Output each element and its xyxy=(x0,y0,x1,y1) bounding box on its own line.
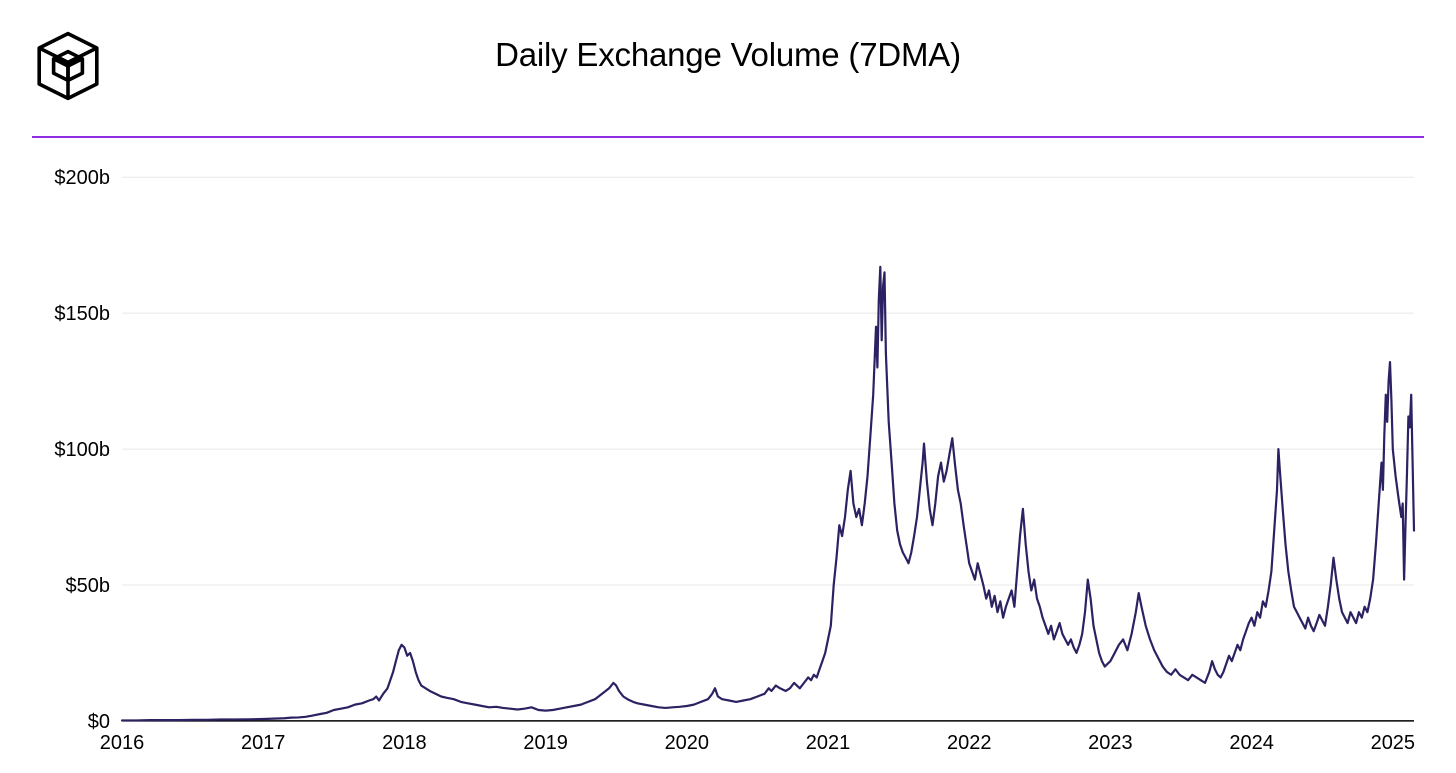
svg-text:$50b: $50b xyxy=(66,575,110,597)
svg-text:2021: 2021 xyxy=(806,732,850,754)
svg-text:2018: 2018 xyxy=(382,732,426,754)
svg-text:2025: 2025 xyxy=(1371,732,1415,754)
svg-text:2024: 2024 xyxy=(1229,732,1273,754)
chart-frame: Daily Exchange Volume (7DMA) $0 $50b $100b… xyxy=(0,0,1456,773)
svg-text:$150b: $150b xyxy=(54,303,110,325)
svg-text:$0: $0 xyxy=(88,711,110,733)
svg-text:$100b: $100b xyxy=(54,439,110,461)
svg-text:2022: 2022 xyxy=(947,732,991,754)
svg-text:2017: 2017 xyxy=(241,732,285,754)
svg-text:$200b: $200b xyxy=(54,167,110,189)
chart-header: Daily Exchange Volume (7DMA) xyxy=(0,0,1456,110)
svg-text:2019: 2019 xyxy=(523,732,567,754)
svg-text:2023: 2023 xyxy=(1088,732,1132,754)
chart-title: Daily Exchange Volume (7DMA) xyxy=(0,36,1456,74)
accent-divider xyxy=(32,125,1424,127)
line-chart: $0 $50b $100b $150b $200b 2016 2017 2018 2019 202… xyxy=(32,140,1424,761)
svg-text:2016: 2016 xyxy=(100,732,144,754)
svg-text:2020: 2020 xyxy=(665,732,709,754)
brand-logo-icon xyxy=(32,30,104,107)
